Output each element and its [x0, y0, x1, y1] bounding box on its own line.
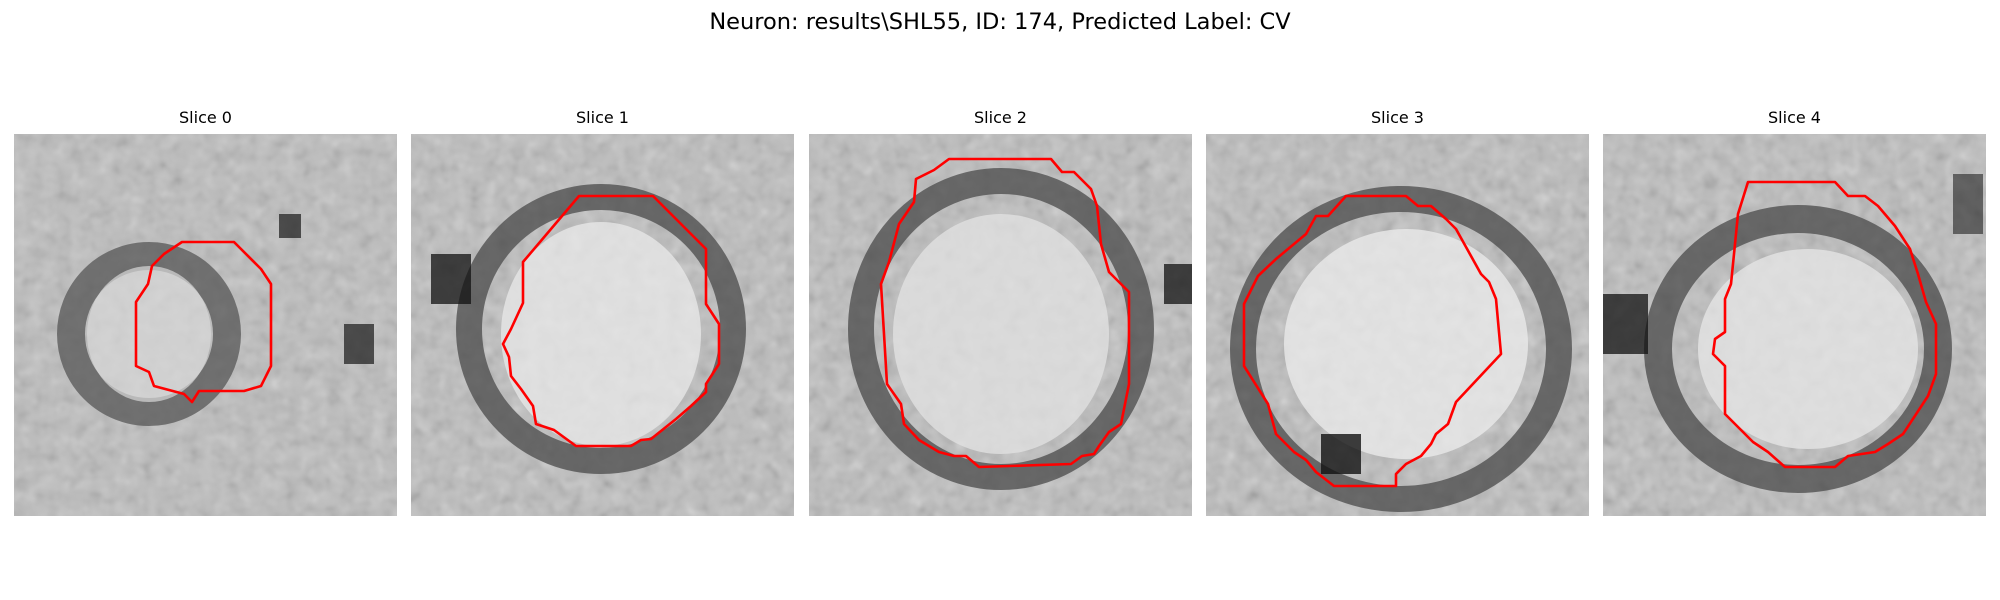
cell-interior	[501, 222, 701, 446]
membrane-ring	[848, 168, 1154, 490]
dark-spot	[344, 324, 374, 364]
dark-spot	[1321, 434, 1361, 474]
slice-image-4	[1603, 134, 1986, 516]
slice-title-0: Slice 0	[179, 108, 232, 127]
contour-outline	[501, 194, 721, 448]
dark-spot	[1603, 294, 1648, 354]
slice-title-3: Slice 3	[1371, 108, 1424, 127]
figure-title: Neuron: results\SHL55, ID: 174, Predicte…	[709, 9, 1291, 35]
dark-spot	[431, 254, 471, 304]
slice-image-svg-3	[1206, 134, 1589, 516]
slice-image-2	[809, 134, 1192, 516]
contour-outline	[134, 240, 273, 404]
cell-interior	[87, 266, 211, 402]
contour-outline	[879, 157, 1131, 469]
slice-image-svg-4	[1603, 134, 1986, 516]
dark-spot	[1953, 174, 1983, 234]
dark-spot	[1164, 264, 1192, 304]
slice-image-svg-1	[411, 134, 794, 516]
slice-title-2: Slice 2	[974, 108, 1027, 127]
slice-image-svg-2	[809, 134, 1192, 516]
slice-image-0	[14, 134, 397, 516]
slice-image-1	[411, 134, 794, 516]
membrane-ring	[1644, 205, 1952, 493]
membrane-ring	[57, 242, 241, 426]
dark-spot	[279, 214, 301, 238]
cell-interior	[893, 214, 1109, 454]
slice-image-3	[1206, 134, 1589, 516]
slice-title-1: Slice 1	[576, 108, 629, 127]
contour-outline	[1242, 194, 1503, 488]
cell-interior	[1698, 249, 1918, 449]
slice-title-4: Slice 4	[1768, 108, 1821, 127]
contour-outline	[1711, 180, 1938, 469]
slice-image-svg-0	[14, 134, 397, 516]
cell-interior	[1284, 229, 1528, 459]
